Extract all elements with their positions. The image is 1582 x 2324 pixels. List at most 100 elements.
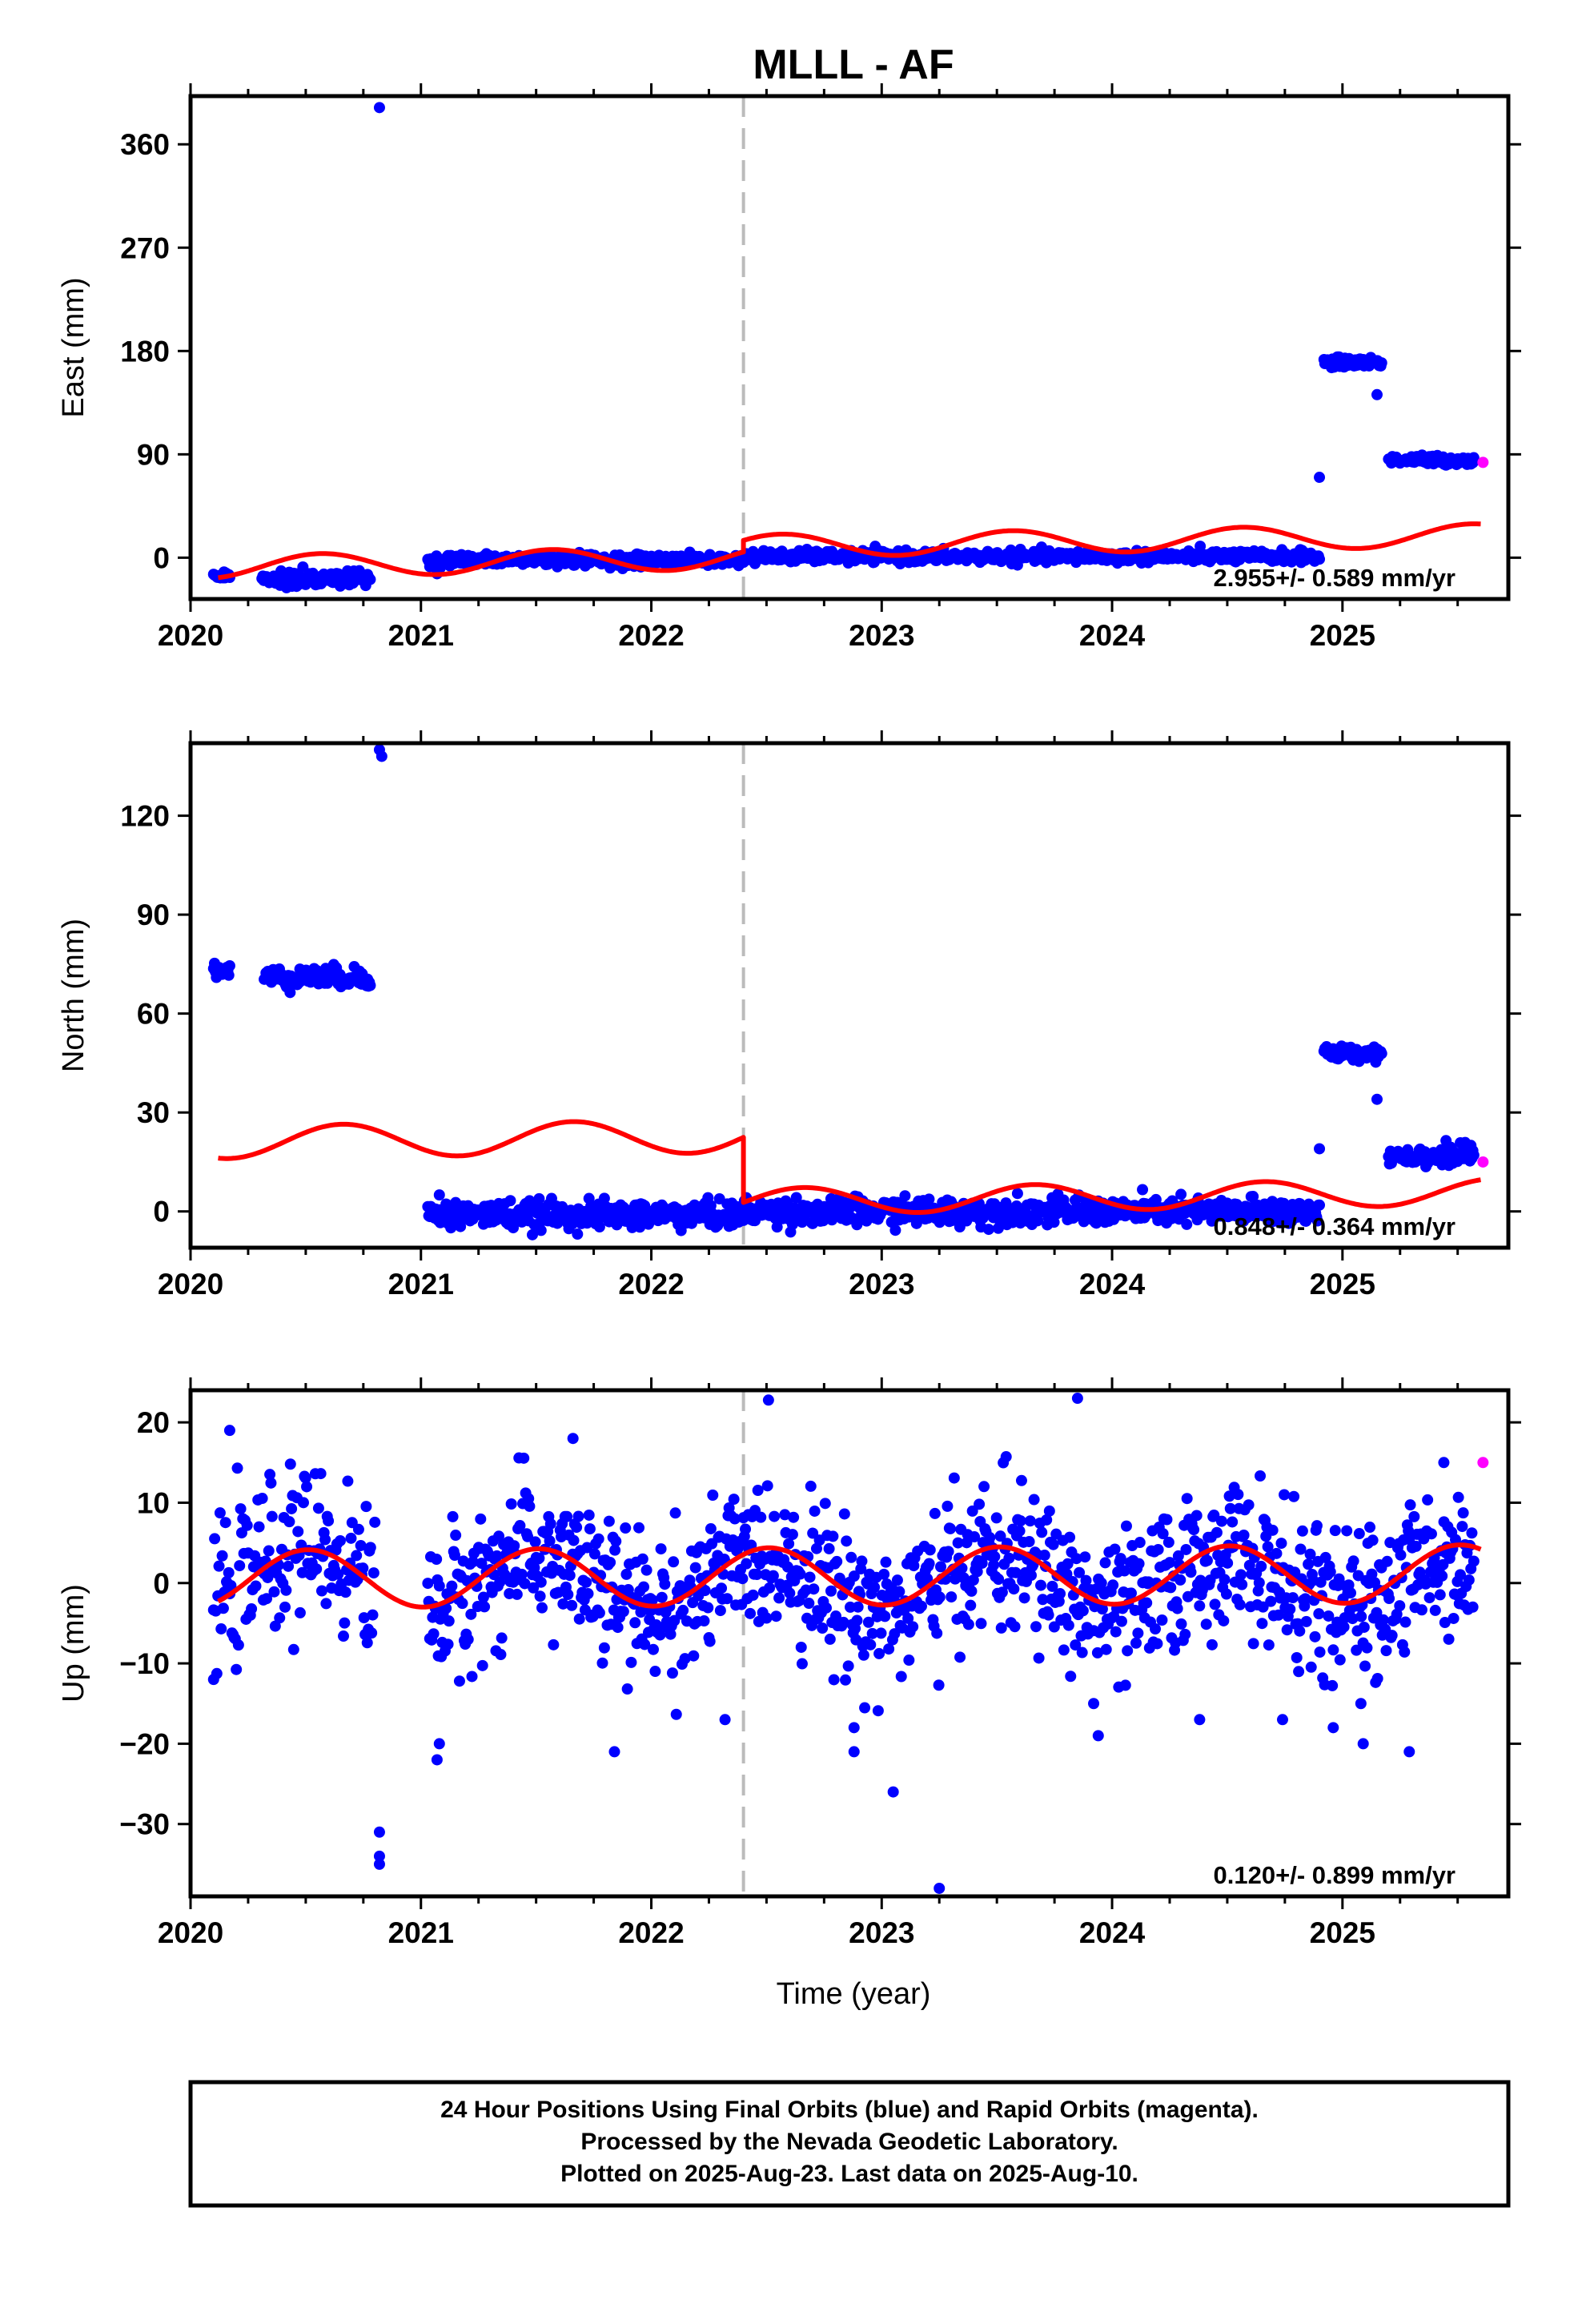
final-orbit-point [1134,1537,1146,1549]
final-orbit-point [433,1738,445,1750]
final-orbit-point [1236,1578,1248,1590]
final-orbit-point [1359,1660,1371,1672]
final-orbit-point [1028,1494,1040,1506]
final-orbit-point [1463,1574,1475,1586]
final-orbit-point [848,1746,860,1758]
final-orbit-point [646,1594,658,1606]
final-orbit-point [234,1560,246,1572]
final-orbit-point [1091,1647,1103,1659]
final-orbit-point [338,1630,350,1642]
final-orbit-point [1314,553,1326,565]
final-orbit-point [1235,1569,1247,1581]
final-orbit-point [342,1475,354,1487]
final-orbit-point [1281,1624,1293,1636]
final-orbit-point [1218,1614,1230,1626]
final-orbit-point [764,1582,776,1594]
final-orbit-point [568,1534,580,1546]
final-orbit-point [443,1615,455,1627]
final-orbit-point [447,1510,459,1522]
final-orbit-point [315,1468,327,1480]
final-orbit-point [1118,1565,1130,1577]
final-orbit-point [1305,1661,1317,1673]
final-orbit-point [817,1622,829,1634]
final-orbit-point [1181,1218,1193,1230]
final-orbit-point [872,1705,884,1717]
final-orbit-point [262,1571,274,1583]
final-orbit-point [495,1649,507,1661]
final-orbit-point [767,1570,779,1582]
final-orbit-point [837,1616,849,1628]
final-orbit-point [762,1394,774,1406]
final-orbit-point [827,1530,839,1542]
final-orbit-point [261,1593,273,1605]
final-orbit-point [557,1598,569,1610]
final-orbit-point [705,1522,717,1534]
final-orbit-point [1120,1520,1132,1532]
final-orbit-point [209,1533,221,1545]
final-orbit-point [564,1570,576,1582]
plot-frame [188,741,1511,1250]
final-orbit-point [728,1494,740,1506]
final-orbit-point [1224,1502,1236,1514]
velocity-label: 2.955+/- 0.589 mm/yr [1214,564,1456,592]
final-orbit-point [878,1568,890,1580]
final-orbit-point [962,1618,974,1630]
final-orbit-point [373,1826,385,1838]
final-orbit-point [1341,1525,1353,1537]
final-orbit-point [902,1612,914,1624]
final-orbit-point [323,1515,335,1527]
final-orbit-point [1252,1585,1264,1597]
final-orbit-point [633,1522,645,1534]
plot-area [207,743,1489,1248]
final-orbit-point [629,1617,641,1629]
final-orbit-point [1309,1630,1321,1642]
final-orbit-point [1033,1652,1045,1664]
final-orbit-point [519,1578,531,1590]
final-orbit-point [1371,1093,1383,1105]
final-orbit-point [1467,1601,1479,1613]
final-orbit-point [761,1612,773,1624]
final-orbit-point [609,1544,621,1556]
final-orbit-point [924,1544,936,1556]
final-orbit-point [1232,1489,1244,1501]
final-orbit-point [294,1606,306,1618]
final-orbit-point [1333,1573,1345,1585]
final-orbit-point [1375,1047,1387,1059]
final-orbit-point [841,1535,853,1547]
final-orbit-point [1115,1615,1127,1627]
final-orbit-point [608,1746,620,1758]
final-orbit-point [442,1638,454,1651]
final-orbit-point [235,1503,247,1515]
x-tick-label: 2025 [1310,1916,1375,1949]
final-orbit-point [1172,1550,1184,1562]
final-orbit-point [241,1519,253,1531]
final-orbit-point [496,1632,508,1644]
final-orbit-point [223,959,235,971]
final-orbit-point [311,1563,323,1575]
final-orbit-point [1436,1570,1448,1582]
final-orbit-point [604,1557,616,1569]
final-orbit-point [1457,1507,1469,1519]
final-orbit-point [1314,1143,1326,1155]
final-orbit-point [215,1622,227,1634]
final-orbit-point [548,1638,560,1651]
final-orbit-point [1257,1601,1269,1613]
final-orbit-point [887,1786,899,1798]
final-orbit-point [656,1591,668,1603]
final-orbit-point [1048,1621,1060,1633]
final-orbit-point [361,1637,373,1649]
final-orbit-point [364,573,376,585]
final-orbit-point [848,1570,860,1582]
x-tick-label: 2024 [1079,1916,1146,1949]
y-tick-label: 10 [137,1486,170,1519]
x-tick-label: 2023 [849,619,914,652]
final-orbit-point [1338,1621,1350,1633]
caption-box: 24 Hour Positions Using Final Orbits (bl… [188,2080,1511,2208]
final-orbit-point [934,1216,946,1228]
final-orbit-point [659,1578,671,1590]
final-orbit-point [1175,1618,1187,1630]
final-orbit-point [1191,1510,1203,1522]
final-orbit-point [654,1629,666,1641]
final-orbit-point [268,1586,280,1598]
final-orbit-point [721,1593,733,1605]
